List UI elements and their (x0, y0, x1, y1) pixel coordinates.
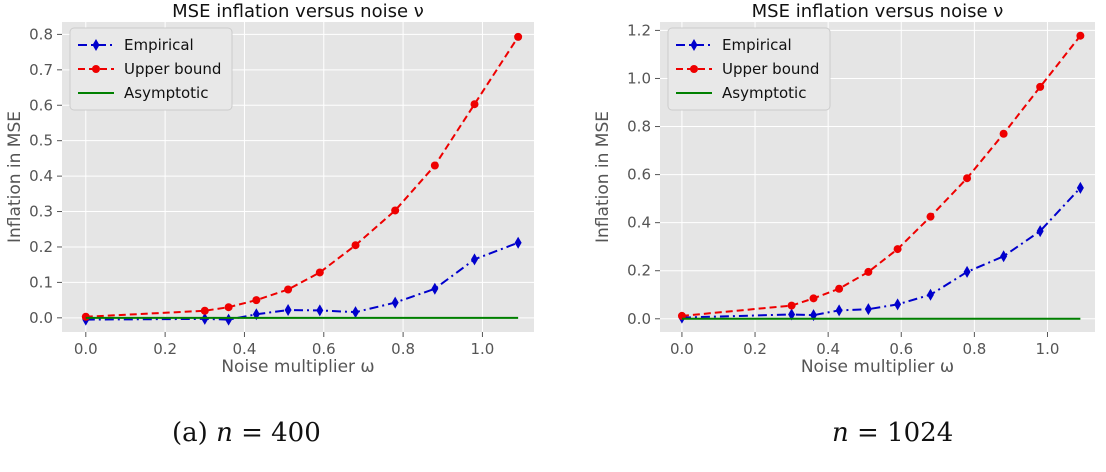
chart0-xlabel: Noise multiplier ω (221, 357, 374, 377)
chart0-point-empirical (201, 312, 209, 325)
chart1-point-upper-bound (787, 301, 796, 310)
caption-a-var: n (216, 418, 233, 448)
caption-a-prefix: (a) (172, 418, 217, 448)
chart0-legend-label-upper-bound: Upper bound (124, 60, 221, 78)
chart1-point-empirical (1076, 181, 1084, 194)
chart1-ytick-label: 0.4 (627, 214, 651, 232)
chart0-ytick-label: 0.4 (29, 167, 53, 185)
chart1-legend-marker-empirical (690, 39, 698, 51)
chart1-xtick-label: 0.2 (743, 340, 767, 358)
chart1-point-empirical (864, 303, 872, 316)
chart1-point-upper-bound (1076, 31, 1085, 40)
chart0-xtick-label: 0.6 (312, 340, 336, 358)
chart1-xtick-label: 1.0 (1036, 340, 1060, 358)
chart1-ytick-label: 0.8 (627, 118, 651, 136)
chart0-legend-marker-empirical (92, 39, 100, 51)
chart0-xtick-label: 0.4 (233, 340, 257, 358)
chart0-point-upper-bound (430, 161, 439, 170)
chart0-point-upper-bound (224, 303, 233, 312)
chart1-xtick-label: 0.4 (816, 340, 840, 358)
chart1-legend-marker-upper-bound (690, 65, 698, 73)
chart1-legend-label-empirical: Empirical (722, 36, 792, 54)
chart-panel-a: 0.0 0.1 0.2 0.3 0.4 0.5 0.6 0.7 0.8 0.0 0.2 0.4 0.6 0… (0, 0, 545, 395)
chart0-xtick-label: 0.2 (153, 340, 177, 358)
chart0-point-upper-bound (284, 285, 293, 294)
chart0-legend-marker-upper-bound (92, 65, 100, 73)
chart0-point-empirical (316, 304, 324, 317)
chart0-point-upper-bound (470, 100, 479, 109)
chart1-point-upper-bound (809, 294, 818, 303)
chart0-ytick-label: 0.3 (29, 203, 53, 221)
chart1-legend-label-upper-bound: Upper bound (722, 60, 819, 78)
chart1-point-empirical (1036, 225, 1044, 238)
chart1-ytick-label: 1.2 (627, 21, 651, 39)
chart0-point-upper-bound (81, 312, 90, 321)
chart1-xtick-label: 0.0 (670, 340, 694, 358)
chart0-ytick-label: 0.0 (29, 309, 53, 327)
chart1-point-upper-bound (926, 212, 935, 221)
chart1-xlabel: Noise multiplier ω (801, 357, 954, 377)
chart0-xtick-label: 1.0 (471, 340, 495, 358)
chart1-point-upper-bound (835, 284, 844, 293)
chart1-point-empirical (894, 298, 902, 311)
chart1-ytick-label: 0.0 (627, 310, 651, 328)
chart0-point-empirical (391, 296, 399, 309)
chart1-point-empirical (927, 288, 935, 301)
chart1-xtick-label: 0.6 (889, 340, 913, 358)
chart1-point-empirical (788, 308, 796, 321)
caption-b-var: n (832, 418, 849, 448)
chart0-point-empirical (431, 282, 439, 295)
chart0-title: MSE inflation versus noise ν (172, 1, 424, 22)
chart0-point-upper-bound (391, 206, 400, 215)
chart1-point-upper-bound (893, 245, 902, 254)
chart1-point-upper-bound (864, 267, 873, 276)
chart0-point-empirical (225, 313, 233, 326)
chart1-point-upper-bound (1036, 82, 1045, 91)
chart1-title: MSE inflation versus noise ν (752, 1, 1004, 22)
chart1-legend (667, 27, 831, 111)
chart1-point-empirical (963, 265, 971, 278)
chart1-ylabel: Inflation in MSE (593, 111, 613, 243)
chart-a: 0.0 0.1 0.2 0.3 0.4 0.5 0.6 0.7 0.8 0.0 0.2 0.4 0.6 0… (5, 1, 534, 377)
chart0-point-upper-bound (514, 32, 523, 41)
chart0-point-empirical (352, 306, 360, 319)
chart0-point-upper-bound (351, 241, 360, 250)
chart0-ytick-label: 0.7 (29, 61, 53, 79)
chart0-point-empirical (514, 236, 522, 249)
chart0-ylabel: Inflation in MSE (5, 111, 25, 243)
chart0-point-upper-bound (315, 268, 324, 277)
chart0-legend (69, 27, 233, 111)
chart0-legend-label-asymptotic: Asymptotic (124, 84, 208, 102)
chart-panel-b: 0.0 0.2 0.4 0.6 0.8 1.0 1.2 0.0 0.2 0.4 0.6 0.8 1.0 M… (578, 0, 1106, 395)
chart0-xtick-label: 0.8 (391, 340, 415, 358)
chart1-ytick-label: 0.2 (627, 262, 651, 280)
caption-a-rest: = 400 (232, 418, 321, 448)
chart0-xtick-label: 0.0 (74, 340, 98, 358)
chart0-ytick-label: 0.8 (29, 25, 53, 43)
chart1-ytick-label: 0.6 (627, 166, 651, 184)
chart0-point-empirical (284, 304, 292, 317)
chart0-point-empirical (471, 253, 479, 266)
chart0-point-upper-bound (252, 296, 261, 305)
chart1-point-empirical (1000, 250, 1008, 263)
chart0-series-upper-bound-line (85, 36, 519, 318)
chart0-ytick-label: 0.1 (29, 273, 53, 291)
chart1-xtick-label: 0.8 (962, 340, 986, 358)
chart1-point-upper-bound (999, 129, 1008, 138)
chart0-ytick-label: 0.2 (29, 238, 53, 256)
chart0-point-upper-bound (200, 306, 209, 315)
chart1-ytick-label: 1.0 (627, 69, 651, 87)
chart1-point-empirical (835, 304, 843, 317)
caption-a: (a) n = 400 (172, 418, 321, 448)
chart0-legend-label-empirical: Empirical (124, 36, 194, 54)
chart1-legend-label-asymptotic: Asymptotic (722, 84, 806, 102)
caption-b: n = 1024 (832, 418, 953, 448)
chart1-point-upper-bound (963, 174, 972, 183)
caption-b-rest: = 1024 (848, 418, 954, 448)
chart0-ytick-label: 0.6 (29, 96, 53, 114)
chart-b: 0.0 0.2 0.4 0.6 0.8 1.0 1.2 0.0 0.2 0.4 0.6 0.8 1.0 M… (593, 1, 1095, 377)
chart0-ytick-label: 0.5 (29, 132, 53, 150)
